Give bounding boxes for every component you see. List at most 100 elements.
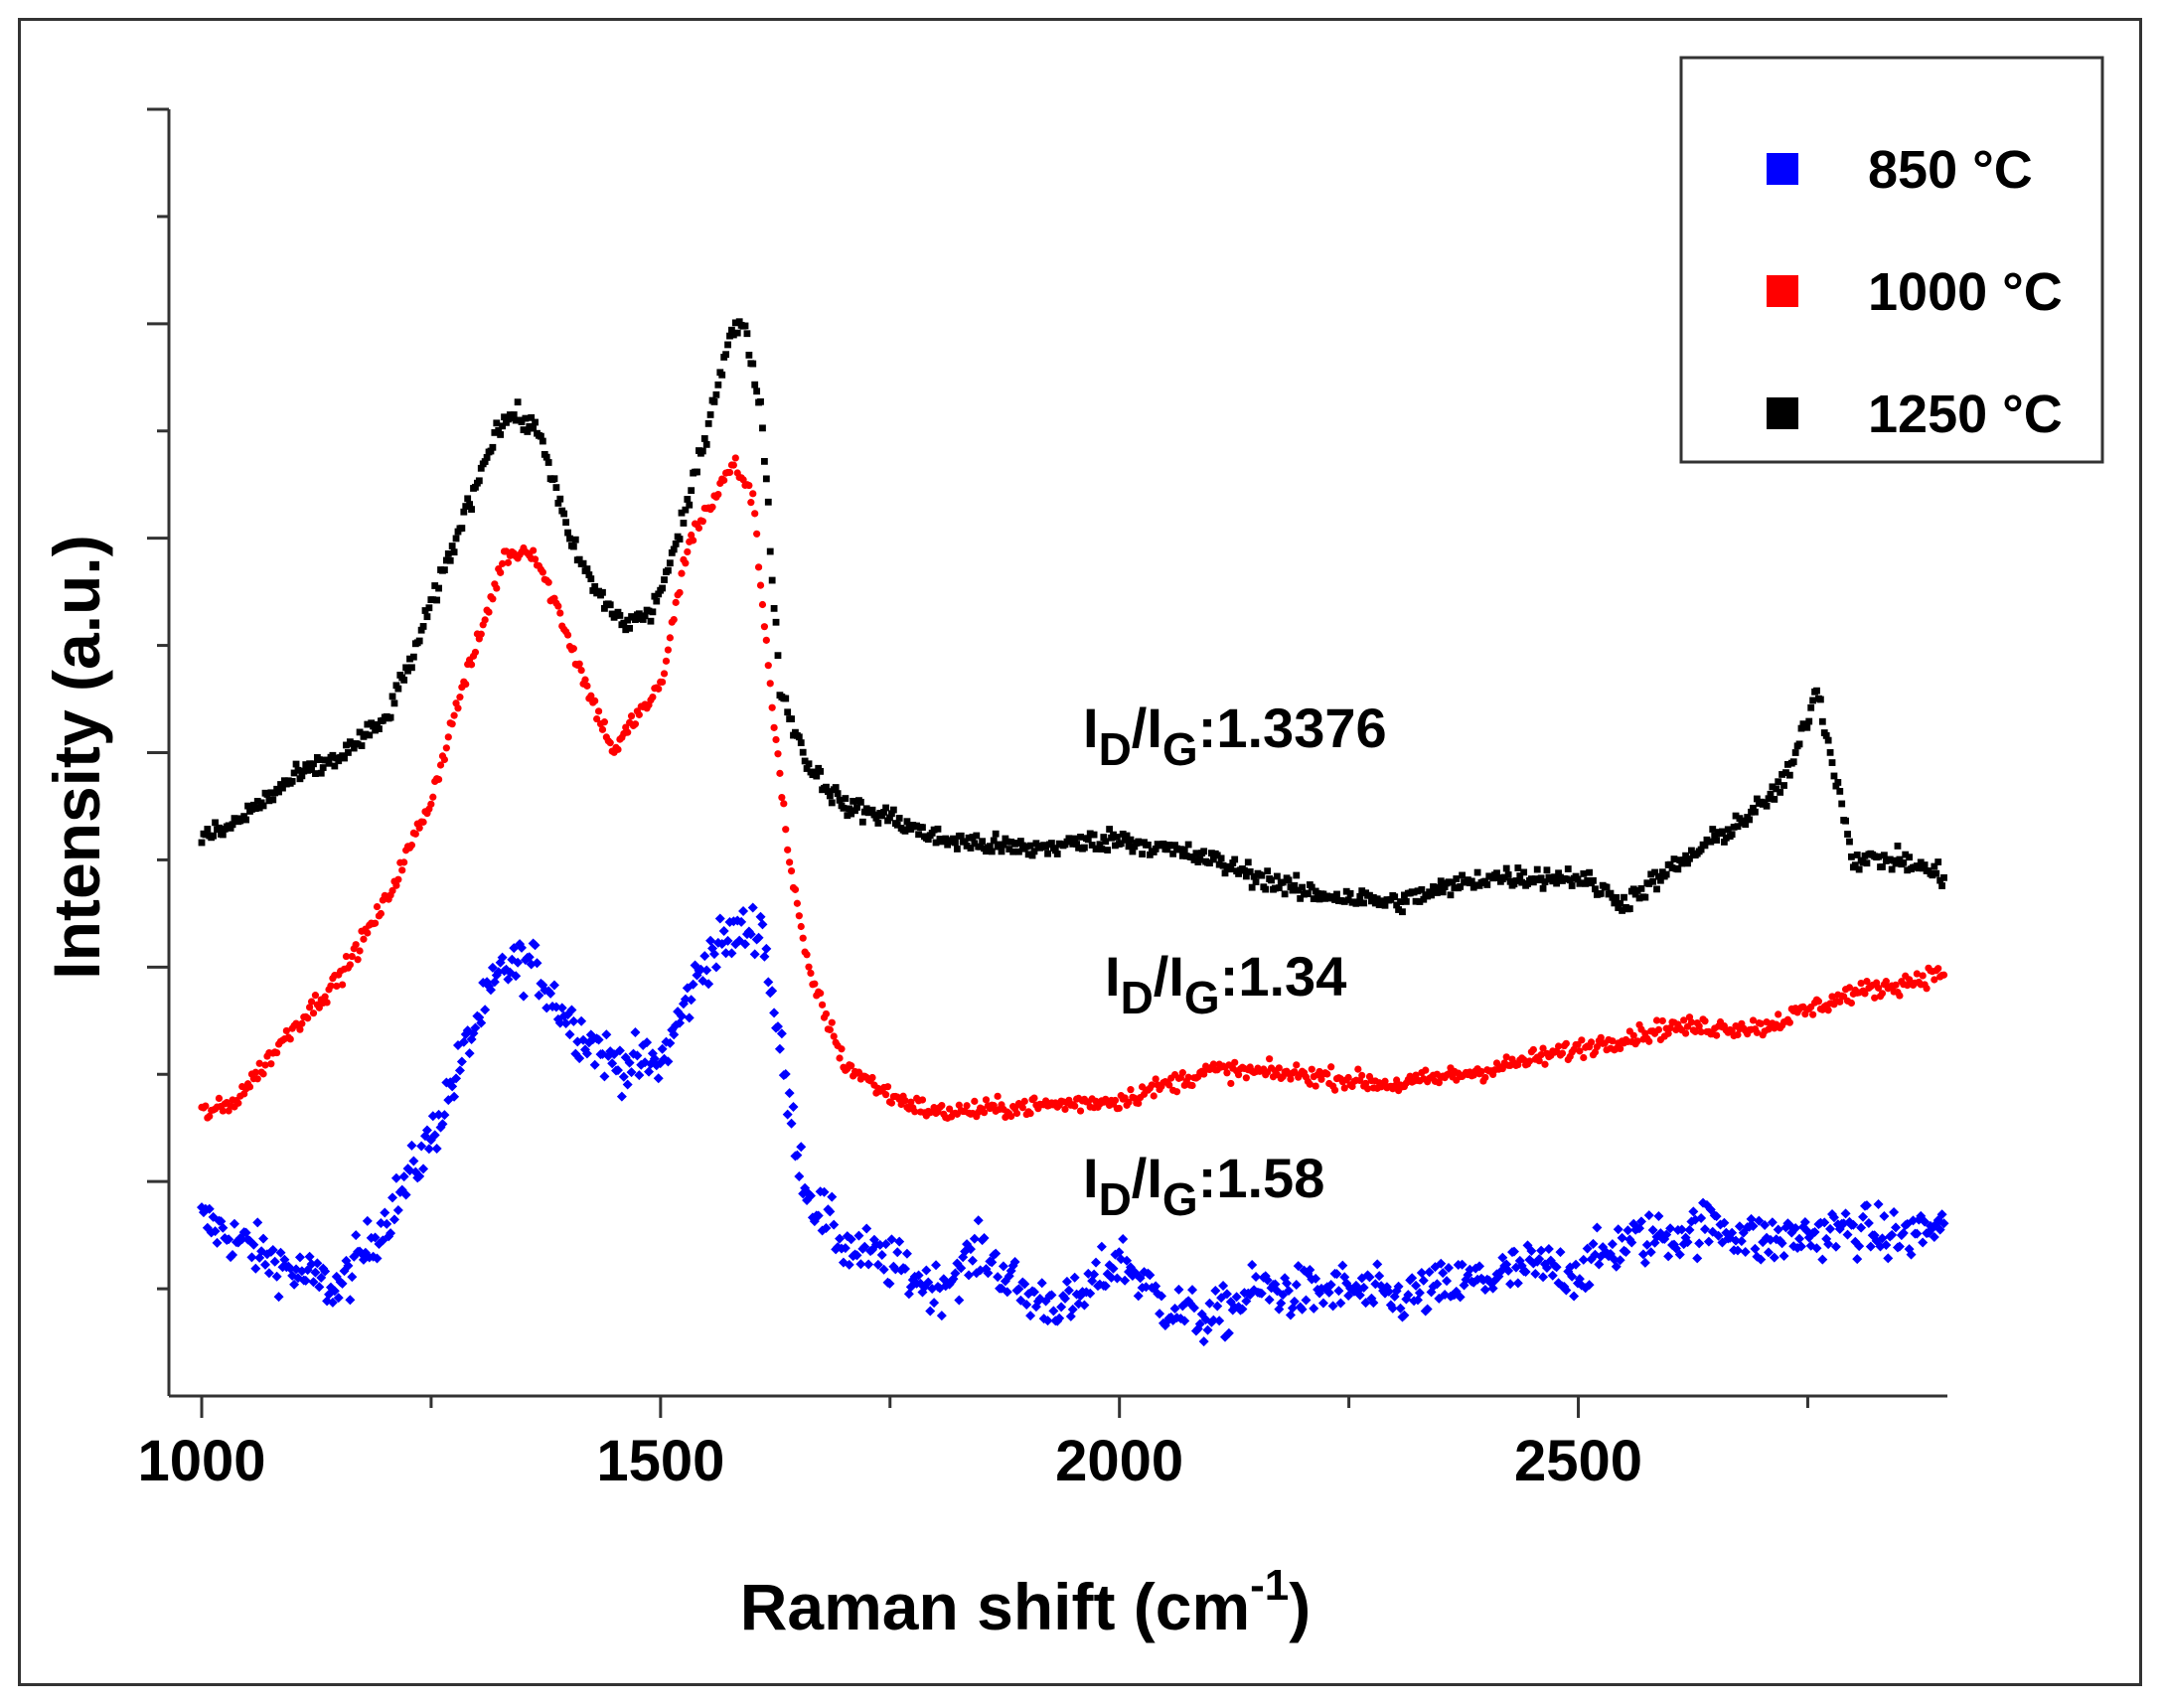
series-0-point-701 [1547,1270,1558,1281]
series-2-point-53 [300,767,308,775]
series-2-point-710 [1566,876,1574,884]
series-0-point-61 [314,1282,325,1293]
series-0-point-136 [458,1036,469,1047]
series-0-point-806 [1750,1243,1761,1254]
x-axis-title-main: Raman shift (cm [740,1570,1250,1643]
series-1-point-456 [1076,1107,1085,1115]
series-1-point-786 [1713,1031,1721,1039]
series-0-point-8 [212,1237,223,1248]
series-0-point-78 [347,1272,358,1283]
series-0-point-237 [653,1073,664,1084]
series-2-point-59 [312,770,319,777]
series-0-point-17 [229,1218,239,1229]
series-1-point-780 [1701,1017,1709,1025]
series-2-point-345 [862,805,870,813]
series-2-point-602 [1358,887,1366,895]
series-2-point-131 [450,548,458,556]
series-1-point-137 [462,680,470,689]
series-0-point-632 [1414,1288,1425,1299]
series-1-point-289 [754,563,763,571]
series-0-point-458 [1079,1300,1090,1311]
series-0-point-430 [1025,1311,1036,1321]
series-0-point-708 [1561,1285,1572,1296]
series-0-point-670 [1487,1283,1498,1294]
series-2-point-482 [1127,836,1135,844]
series-1-point-536 [1231,1058,1239,1066]
series-2-point-588 [1331,896,1338,903]
series-2-point-544 [1246,868,1254,875]
series-0-point-361 [892,1247,903,1258]
series-2-point-455 [1075,844,1082,852]
series-0-point-232 [644,1066,655,1077]
series-0-point-365 [900,1263,911,1274]
series-2-point-569 [1295,886,1303,894]
series-2-point-901 [1934,858,1942,865]
series-2-point-196 [575,555,583,563]
series-0-point-248 [675,1017,686,1028]
series-2-point-607 [1368,897,1375,905]
series-2-point-659 [1468,877,1475,885]
series-0-point-507 [1173,1284,1184,1295]
series-2-point-257 [694,468,700,476]
series-2-point-747 [1637,884,1645,892]
annotations: ID/IG:1.3376 ID/IG:1.34 ID/IG:1.58 [1083,697,1387,1225]
series-1-point-56 [306,1004,314,1011]
series-2-point-32 [259,802,267,810]
series-2-point-735 [1615,904,1623,911]
series-1-point-245 [670,615,678,624]
series-1-point-46 [286,1035,294,1043]
series-2-point-168 [522,414,530,422]
series-2-point-818 [1775,778,1782,786]
series-1-point-635 [1422,1066,1430,1074]
series-1-point-155 [497,568,505,576]
series-2-point-453 [1071,835,1079,843]
series-2-point-854 [1844,831,1851,838]
series-0-point-114 [416,1141,427,1152]
series-2-point-48 [290,769,298,777]
series-2-point-701 [1549,877,1557,885]
series-2-point-547 [1252,878,1260,885]
series-0-point-439 [1042,1316,1053,1326]
series-0-point-174 [532,958,542,969]
series-0-point-696 [1538,1272,1549,1283]
series-1-point-193 [569,645,577,653]
series-2-point-418 [1004,838,1011,846]
series-2-point-651 [1453,875,1461,882]
series-2-point-230 [641,612,649,620]
series-0-point-739 [1621,1247,1631,1258]
series-1-point-33 [261,1061,269,1069]
series-1-point-388 [946,1105,954,1113]
series-1-point-677 [1502,1053,1510,1061]
series-0-point-528 [1214,1316,1225,1326]
series-0-point-796 [1731,1235,1742,1246]
series-2-point-173 [532,418,539,426]
series-1-point-202 [587,692,595,699]
series-2-point-648 [1447,891,1455,899]
series-0-point-540 [1237,1304,1248,1315]
series-1-point-534 [1227,1079,1235,1088]
series-0-point-732 [1607,1239,1618,1250]
series-2-point-424 [1015,848,1022,855]
series-0-point-733 [1609,1254,1620,1265]
series-2-point-520 [1200,848,1208,855]
series-0-point-282 [740,939,751,950]
series-1-point-327 [828,1018,836,1026]
series-2-point-24 [244,802,251,810]
series-0-point-887 [1906,1249,1917,1260]
series-0-point-418 [1002,1287,1012,1298]
series-1-point-846 [1828,993,1836,1001]
series-1-point-807 [1753,1028,1761,1036]
series-2-point-611 [1375,901,1383,909]
series-0-point-32 [258,1233,269,1244]
series-2-point-374 [919,824,926,832]
series-1-point-474 [1111,1096,1120,1105]
legend-box [1679,56,2104,464]
series-2-point-862 [1859,858,1867,866]
series-0-point-628 [1407,1273,1418,1284]
series-0-point-818 [1773,1224,1783,1235]
series-2-point-881 [1896,855,1904,863]
series-0-point-145 [476,1017,487,1028]
series-2-point-248 [676,536,684,543]
series-2-point-873 [1880,852,1888,859]
series-0-point-362 [894,1236,905,1247]
